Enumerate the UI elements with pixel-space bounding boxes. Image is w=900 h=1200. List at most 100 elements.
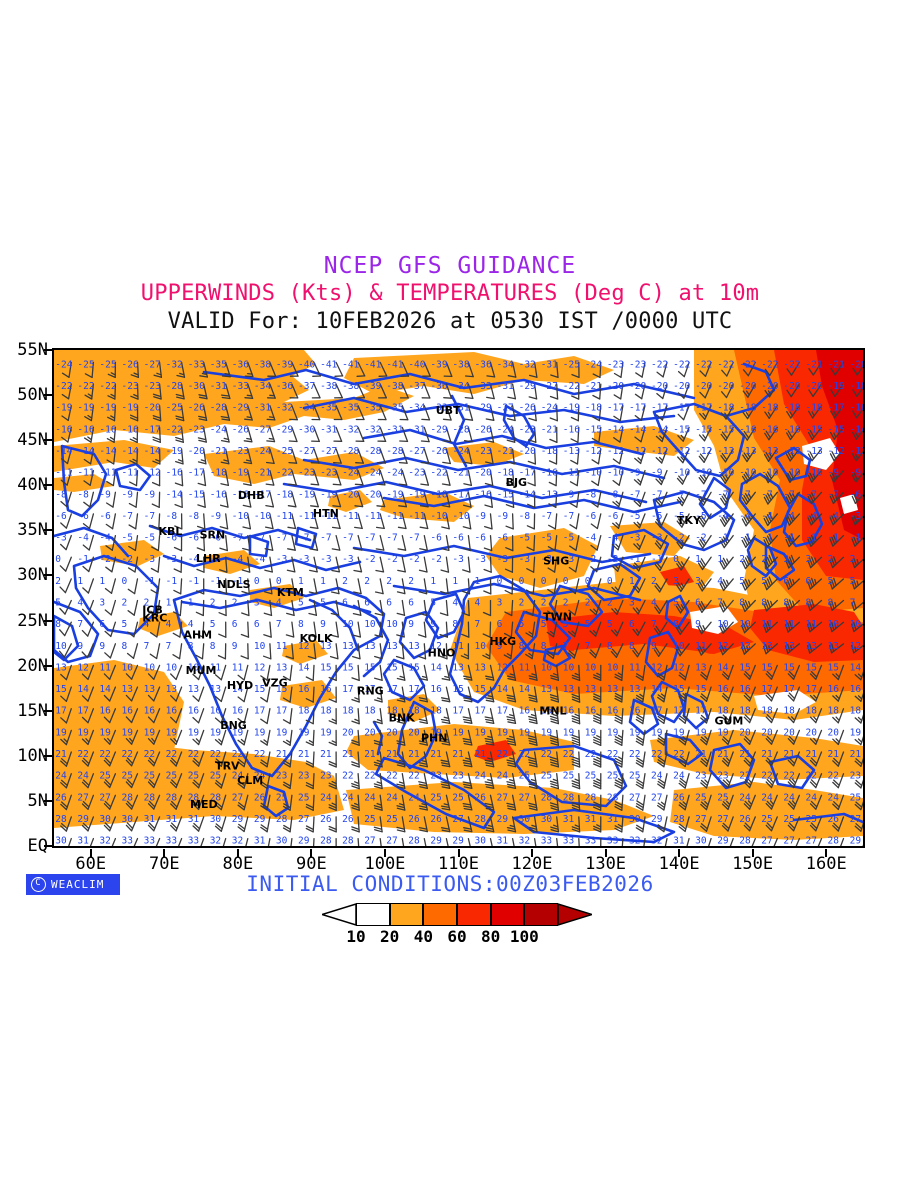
wind-barb (550, 664, 560, 681)
temperature-value: 15 (364, 662, 375, 673)
temperature-value: -20 (519, 446, 536, 457)
temperature-value: 3 (695, 576, 701, 587)
temperature-value: -20 (717, 381, 734, 392)
wind-barb (635, 773, 646, 790)
temperature-value: -21 (585, 381, 602, 392)
wind-barb (351, 751, 360, 768)
temperature-value: 8 (452, 619, 458, 630)
wind-barb (60, 816, 72, 832)
wind-barb (440, 534, 450, 552)
wind-barb (613, 361, 624, 378)
temperature-value: 4 (452, 598, 458, 609)
temperature-value: -22 (739, 359, 756, 370)
wind-barb (763, 576, 778, 591)
map-plot-area[interactable]: 30 31 32 33 33 33 33 32 32 31 30 29 28 28 27 27 28 29 29 30… (52, 348, 865, 848)
temperature-value: 16 (188, 706, 200, 717)
temperature-value: 15 (276, 684, 287, 695)
wind-barb (286, 556, 296, 573)
wind-barb (742, 361, 756, 377)
wind-barb (632, 599, 646, 615)
colorbar[interactable]: 10 20 40 60 80 100 (322, 903, 592, 949)
wind-barb (354, 513, 363, 530)
temperature-value: -1 (651, 554, 663, 565)
temperature-value: 23 (430, 771, 441, 782)
wind-barb (633, 491, 646, 508)
temperature-value: 1 (320, 576, 326, 587)
temperature-value: 19 (452, 727, 464, 738)
temperature-value: 8 (828, 598, 834, 609)
temperature-value: -35 (210, 359, 227, 370)
wind-barb (127, 556, 139, 573)
temperature-value: 2 (386, 576, 392, 587)
temperature-value: 32 (232, 836, 243, 846)
temperature-value: -14 (629, 424, 646, 435)
temperature-value: -11 (276, 511, 293, 522)
wind-barb (311, 405, 321, 421)
wind-barb (376, 491, 386, 508)
wind-barb (656, 383, 668, 400)
temperature-value: 21 (739, 749, 751, 760)
temperature-value: 27 (850, 814, 861, 825)
temperature-value: 31 (254, 836, 266, 846)
wind-barb (129, 426, 139, 444)
wind-barb (807, 491, 823, 505)
wind-barb (150, 556, 161, 573)
temperature-value: 28 (276, 814, 288, 825)
temperature-value: 32 (651, 836, 662, 846)
temperature-value: 13 (695, 662, 706, 673)
wind-barb (507, 405, 516, 422)
temperature-value: -7 (232, 533, 243, 544)
temperature-value: -1 (210, 576, 222, 587)
wind-barb (440, 686, 451, 703)
wind-barb (851, 472, 863, 483)
temperature-value: 26 (254, 792, 266, 803)
temperature-value: 16 (210, 706, 222, 717)
temperature-value: -39 (430, 359, 447, 370)
temperature-value: -7 (717, 489, 728, 500)
wind-barb (177, 837, 183, 846)
temperature-value: 29 (430, 836, 442, 846)
wind-barb (60, 664, 72, 681)
temperature-value: 2 (607, 598, 613, 609)
temperature-value: -17 (607, 403, 624, 414)
temperature-value: -39 (276, 359, 293, 370)
wind-barb (396, 621, 405, 638)
wind-barb (721, 794, 734, 811)
temperature-value: -16 (541, 468, 558, 479)
temperature-value: 15 (386, 662, 397, 673)
wind-barb (147, 794, 161, 810)
wind-barb (614, 751, 624, 768)
wind-barb (61, 383, 72, 400)
city-label: PHN (421, 731, 447, 744)
wind-barb (589, 643, 602, 659)
temperature-value: -6 (188, 533, 200, 544)
wind-barb (462, 729, 473, 746)
wind-barb (147, 816, 161, 832)
wind-barb (353, 556, 363, 573)
temperature-value: 6 (232, 619, 238, 630)
wind-barb (418, 794, 428, 811)
city-label: SHG (543, 555, 569, 568)
wind-barb (461, 621, 470, 638)
temperature-value: -4 (77, 533, 89, 544)
temperature-value: -23 (320, 468, 337, 479)
wind-barb (614, 773, 624, 790)
wind-barb (785, 469, 801, 483)
temperature-value: -10 (607, 468, 624, 479)
temperature-value: 18 (761, 706, 773, 717)
wind-barb (765, 816, 778, 832)
wind-barb (305, 686, 315, 703)
temperature-value: -16 (99, 424, 116, 435)
temperature-value: 25 (761, 814, 772, 825)
wind-barb (175, 405, 185, 422)
wind-barb (787, 816, 801, 832)
x-axis-tick-label: 160E (805, 854, 847, 874)
wind-barb (423, 837, 427, 846)
wind-barb (611, 534, 624, 551)
wind-barb (678, 773, 690, 789)
wind-barb (571, 664, 581, 682)
wind-barb (635, 729, 646, 746)
temperature-value: 15 (408, 662, 419, 673)
temperature-value: 19 (585, 727, 597, 738)
temperature-value: -7 (122, 511, 133, 522)
